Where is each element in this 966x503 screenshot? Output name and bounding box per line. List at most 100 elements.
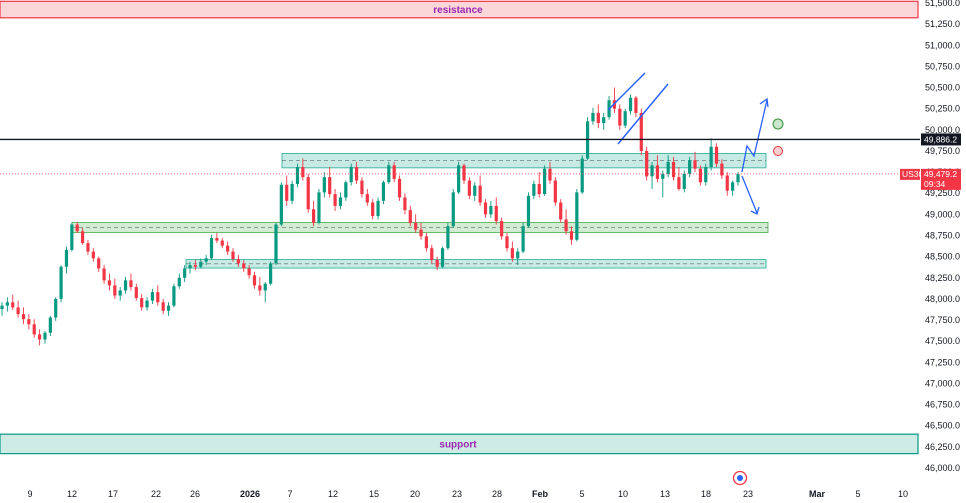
candle-body (457, 165, 461, 193)
y-tick-label: 50,000.0 (925, 125, 960, 135)
target-green-circle[interactable] (772, 118, 784, 130)
candle-body (381, 182, 386, 201)
y-tick-label: 48,250.0 (925, 273, 960, 283)
level-tag-value: 49,886.2 (924, 134, 957, 144)
y-tick-label: 46,000.0 (925, 463, 960, 473)
candle-body (150, 292, 155, 301)
x-tick-label: 12 (67, 489, 77, 499)
projection-path-down-arrow[interactable] (741, 175, 758, 214)
candle-body (70, 224, 74, 250)
candle-body (11, 302, 15, 308)
candle-body (591, 112, 595, 122)
support-zone[interactable] (0, 433, 919, 455)
candle-body (177, 277, 181, 287)
x-tick-label: Mar (809, 489, 826, 499)
candle-body (290, 183, 294, 201)
level-tag-background (921, 133, 961, 146)
candle-body (634, 97, 638, 113)
candle-body (424, 236, 429, 249)
x-tick-label: 10 (618, 489, 628, 499)
down-arrow-head (750, 206, 760, 215)
y-tick-label: 50,250.0 (925, 104, 960, 114)
candle-body (75, 224, 79, 232)
x-axis[interactable]: 9 12 17 22 26 2026 7 12 15 20 23 28 Feb 5 10 13 18 23 Mar 5… (27, 489, 908, 499)
candle-body (618, 108, 622, 126)
y-axis[interactable]: 51,500.0 51,250.0 51,000.0 50,750.0 50,500.0… (925, 0, 960, 473)
candle-body (360, 180, 364, 195)
candle-body (193, 265, 198, 267)
y-tick-label: 46,750.0 (925, 400, 960, 410)
candle-body (220, 240, 224, 246)
economic-events-icon[interactable] (732, 470, 748, 486)
candle-body (671, 161, 676, 178)
candle-body (569, 231, 574, 240)
y-tick-label: 47,500.0 (925, 336, 960, 346)
x-tick-label: 15 (369, 489, 379, 499)
x-tick-label: 23 (452, 489, 462, 499)
y-tick-label: 48,500.0 (925, 252, 960, 262)
rising-channel-drawing[interactable] (607, 72, 669, 145)
last-price-value: 49,479.2 (924, 169, 957, 179)
candle-body (537, 183, 541, 195)
projection-path-up-arrow[interactable] (741, 99, 768, 173)
y-tick-label: 47,000.0 (925, 378, 960, 388)
candle-body (32, 324, 36, 335)
y-tick-label: 46,250.0 (925, 442, 960, 452)
resistance-zone[interactable] (0, 0, 919, 19)
candle-body (451, 192, 455, 227)
y-tick-label: 51,000.0 (925, 40, 960, 50)
price-tag-background (921, 168, 961, 190)
candle-body (269, 263, 273, 284)
candle-body (27, 319, 31, 325)
candle-body (602, 117, 606, 124)
bar-countdown: 09:34 (924, 179, 946, 189)
x-tick-label: 28 (492, 489, 502, 499)
y-tick-label: 51,250.0 (925, 19, 960, 29)
x-tick-label: 2026 (240, 489, 260, 499)
candle-body (80, 231, 85, 244)
candle-body (559, 202, 563, 220)
candle-body (371, 202, 375, 217)
x-tick-label: 20 (410, 489, 420, 499)
candle-body (59, 266, 63, 299)
x-tick-label: 7 (287, 489, 292, 499)
x-tick-label: 12 (328, 489, 338, 499)
candle-body (102, 268, 106, 281)
x-tick-label: 22 (151, 489, 161, 499)
resistance-label: resistance (433, 5, 483, 16)
candle-body (354, 167, 359, 181)
candle-body (107, 280, 112, 286)
candle-body (215, 238, 219, 241)
candle-body (397, 178, 402, 198)
channel-upper-line[interactable] (607, 72, 646, 111)
candle-body (263, 283, 267, 291)
candle-body (623, 111, 627, 126)
candle-body (48, 317, 52, 333)
candle-body (301, 167, 305, 178)
channel-lower-line[interactable] (617, 83, 669, 145)
projection-arrows[interactable] (741, 97, 769, 215)
candle-body (311, 209, 316, 223)
candle-body (274, 224, 278, 264)
candle-body (575, 192, 579, 240)
candle-body (403, 197, 407, 211)
candle-body (387, 165, 391, 183)
candle-body (408, 210, 412, 223)
candle-body (161, 302, 165, 311)
candle-body (172, 286, 176, 306)
target-red-circle[interactable] (773, 146, 783, 156)
candle-body (258, 285, 262, 291)
candle-body (140, 298, 144, 308)
y-tick-label: 49,250.0 (925, 188, 960, 198)
candle-body (279, 184, 283, 225)
candle-body (156, 292, 160, 303)
candle-body (252, 275, 257, 286)
candle-body (494, 205, 498, 222)
y-tick-label: 48,750.0 (925, 231, 960, 241)
candle-body (183, 268, 187, 278)
candle-body (725, 175, 729, 191)
candle-body (682, 173, 686, 189)
candle-body (731, 182, 735, 191)
